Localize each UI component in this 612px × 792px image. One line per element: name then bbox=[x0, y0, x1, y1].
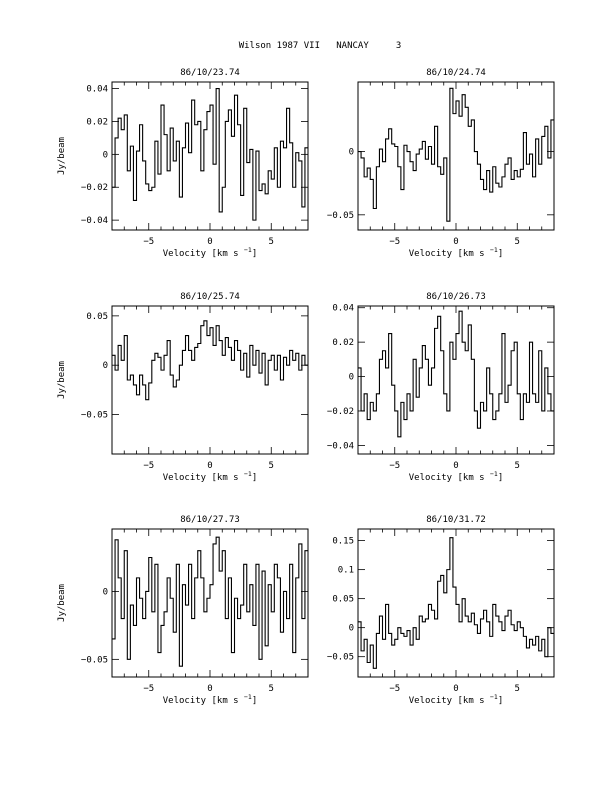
panel-title: 86/10/23.74 bbox=[180, 68, 240, 78]
x-axis-label: Velocity [km s −1] bbox=[163, 470, 258, 483]
y-tick-label: −0.02 bbox=[81, 183, 108, 193]
panel-1: 86/10/23.74 −5 0 5 −0.04 −0.02 0 0.02 0.04 Veloci… bbox=[57, 68, 309, 259]
x-tick-label: 0 bbox=[207, 461, 212, 471]
y-axis-label: Jy/beam bbox=[57, 361, 67, 399]
x-axis-label: Velocity [km s −1] bbox=[409, 246, 504, 259]
y-tick-label: 0 bbox=[349, 148, 354, 158]
y-tick-label: −0.05 bbox=[81, 655, 108, 665]
x-axis-label: Velocity [km s −1] bbox=[409, 693, 504, 706]
x-tick-label: −5 bbox=[143, 684, 154, 694]
spectrum-trace bbox=[112, 320, 308, 401]
panel-title: 86/10/24.74 bbox=[426, 68, 486, 78]
x-tick-label: 5 bbox=[269, 237, 274, 247]
plot-frame bbox=[111, 528, 309, 678]
panel-title: 86/10/27.73 bbox=[180, 515, 240, 525]
spectrum-trace bbox=[358, 310, 554, 438]
y-tick-label: 0.02 bbox=[86, 117, 108, 127]
y-tick-label: −0.02 bbox=[327, 407, 354, 417]
y-tick-label: 0 bbox=[103, 150, 108, 160]
spectrum-trace bbox=[358, 537, 554, 669]
y-tick-label: −0.04 bbox=[327, 441, 354, 451]
y-tick-label: 0 bbox=[349, 373, 354, 383]
spectrum-trace bbox=[358, 87, 554, 222]
y-tick-label: 0.02 bbox=[332, 338, 354, 348]
x-axis-label: Velocity [km s −1] bbox=[163, 246, 258, 259]
y-tick-label: 0 bbox=[103, 361, 108, 371]
page-title: Wilson 1987 VII NANCAY 3 bbox=[239, 41, 402, 51]
y-tick-label: 0.04 bbox=[86, 85, 108, 95]
x-tick-label: −5 bbox=[389, 461, 400, 471]
x-tick-label: 0 bbox=[453, 237, 458, 247]
y-tick-label: 0 bbox=[349, 624, 354, 634]
y-axis-label: Jy/beam bbox=[57, 584, 67, 622]
y-tick-label: 0.04 bbox=[332, 304, 354, 314]
y-tick-label: −0.05 bbox=[81, 411, 108, 421]
spectrum-trace bbox=[112, 536, 308, 667]
panel-title: 86/10/26.73 bbox=[426, 292, 486, 302]
panels-container: 86/10/23.74 −5 0 5 −0.04 −0.02 0 0.02 0.04 Veloci… bbox=[57, 68, 555, 706]
x-axis-label: Velocity [km s −1] bbox=[409, 470, 504, 483]
x-tick-label: 5 bbox=[515, 684, 520, 694]
y-axis-label: Jy/beam bbox=[57, 137, 67, 175]
y-tick-label: 0.15 bbox=[332, 537, 354, 547]
plot-frame bbox=[111, 81, 309, 231]
x-tick-label: −5 bbox=[143, 237, 154, 247]
panel-4: 86/10/26.73 −5 0 5 −0.04 −0.02 0 0.02 0.04 Veloci… bbox=[327, 292, 555, 483]
x-tick-label: 0 bbox=[453, 684, 458, 694]
x-tick-label: 0 bbox=[207, 684, 212, 694]
x-tick-label: 0 bbox=[453, 461, 458, 471]
plot-frame bbox=[357, 305, 555, 455]
x-tick-label: −5 bbox=[143, 461, 154, 471]
panel-3: 86/10/25.74 −5 0 5 −0.05 0 0.05 Velocity [km s … bbox=[57, 292, 309, 483]
y-tick-label: −0.05 bbox=[327, 653, 354, 663]
panel-title: 86/10/25.74 bbox=[180, 292, 240, 302]
spectrum-trace bbox=[112, 88, 308, 221]
x-tick-label: 5 bbox=[515, 237, 520, 247]
y-tick-label: 0.1 bbox=[338, 566, 354, 576]
x-tick-label: −5 bbox=[389, 237, 400, 247]
y-tick-label: 0.05 bbox=[332, 595, 354, 605]
panel-title: 86/10/31.72 bbox=[426, 515, 486, 525]
y-tick-label: −0.05 bbox=[327, 211, 354, 221]
x-tick-label: 5 bbox=[515, 461, 520, 471]
x-tick-label: 5 bbox=[269, 684, 274, 694]
panel-6: 86/10/31.72 −5 0 5 −0.05 0 0.05 0.1 0.15 Velocity… bbox=[327, 515, 555, 706]
x-axis-label: Velocity [km s −1] bbox=[163, 693, 258, 706]
x-tick-label: 0 bbox=[207, 237, 212, 247]
x-tick-label: −5 bbox=[389, 684, 400, 694]
y-tick-label: −0.04 bbox=[81, 216, 108, 226]
y-tick-label: 0 bbox=[103, 587, 108, 597]
x-tick-label: 5 bbox=[269, 461, 274, 471]
y-tick-label: 0.05 bbox=[86, 312, 108, 322]
